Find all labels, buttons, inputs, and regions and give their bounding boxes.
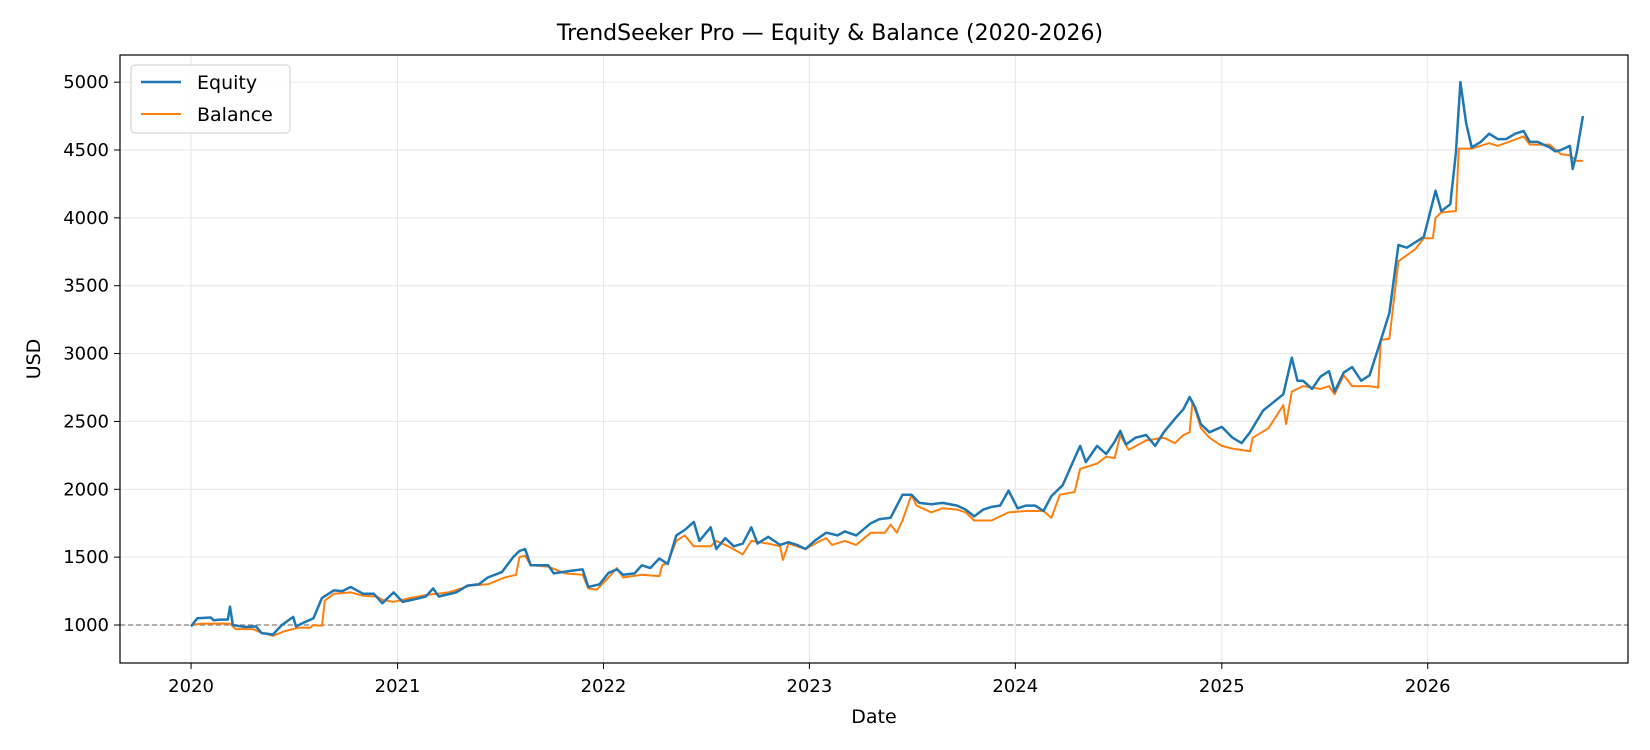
plot-frame (119, 54, 1629, 664)
y-tick-label: 1500 (63, 547, 109, 568)
y-tick-label: 3000 (63, 344, 109, 365)
legend: Equity Balance (130, 64, 291, 134)
legend-label-equity: Equity (197, 72, 257, 94)
x-axis-ticks: 2020 2021 2022 2023 2024 2025 2026 (168, 663, 1451, 697)
legend-label-balance: Balance (197, 104, 273, 126)
chart-title: TrendSeeker Pro — Equity & Balance (2020… (556, 21, 1103, 46)
x-tick-label: 2024 (992, 676, 1038, 697)
x-tick-label: 2025 (1199, 676, 1245, 697)
y-axis-ticks: 1000 1500 2000 2500 3000 3500 4000 4500 5000 (63, 72, 120, 636)
x-tick-label: 2026 (1405, 676, 1451, 697)
y-axis-label: USD (23, 339, 45, 380)
x-tick-label: 2022 (581, 676, 627, 697)
x-tick-label: 2021 (375, 676, 421, 697)
series-group (190, 80, 1585, 637)
x-tick-label: 2020 (168, 676, 214, 697)
y-tick-label: 2500 (63, 411, 109, 432)
y-tick-label: 5000 (63, 72, 109, 93)
y-tick-label: 3500 (63, 276, 109, 297)
x-axis-label: Date (851, 706, 896, 728)
y-tick-label: 1000 (63, 615, 109, 636)
y-tick-label: 4000 (63, 208, 109, 229)
y-tick-label: 4500 (63, 140, 109, 161)
series-line-equity (190, 80, 1585, 636)
y-tick-label: 2000 (63, 479, 109, 500)
x-tick-label: 2023 (786, 676, 832, 697)
